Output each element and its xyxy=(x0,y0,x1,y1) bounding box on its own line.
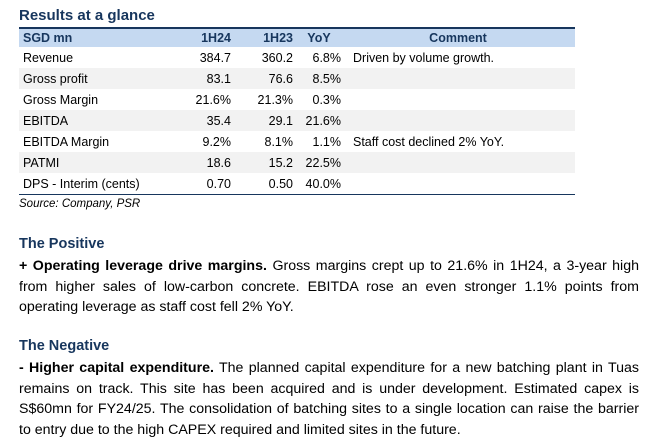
table-row: EBITDA Margin 9.2% 8.1% 1.1% Staff cost … xyxy=(19,131,575,152)
row-yoy: 0.3% xyxy=(312,92,342,107)
row-comment xyxy=(341,68,575,89)
row-metric: Gross Margin xyxy=(23,92,99,107)
row-1h23: 0.50 xyxy=(231,173,293,195)
row-comment xyxy=(341,89,575,110)
row-comment xyxy=(341,173,575,195)
table-header-row: SGD mn 1H24 1H23 YoY Comment xyxy=(19,29,575,47)
row-yoy: 22.5% xyxy=(305,155,341,170)
row-metric: Gross profit xyxy=(23,71,88,86)
positive-body: Gross margins crept up to 21.6% in 1H24,… xyxy=(19,258,639,315)
table-row: Gross profit 83.1 76.6 8.5% xyxy=(19,68,575,89)
row-1h23: 76.6 xyxy=(268,71,293,86)
row-1h24: 0.70 xyxy=(175,173,231,195)
col-header-metric: SGD mn xyxy=(23,31,73,45)
row-1h24: 18.6 xyxy=(206,155,231,170)
col-header-comment: Comment xyxy=(429,31,487,45)
table-source: Source: Company, PSR xyxy=(19,198,141,210)
row-metric: EBITDA xyxy=(23,113,69,128)
row-1h23: 29.1 xyxy=(268,113,293,128)
row-comment xyxy=(341,152,575,173)
negative-lead: - Higher capital expenditure. xyxy=(19,360,214,376)
row-yoy: 21.6% xyxy=(305,113,341,128)
results-table: SGD mn 1H24 1H23 YoY Comment Revenue 384… xyxy=(19,29,575,195)
row-comment: Driven by volume growth. xyxy=(353,50,495,65)
table-row: Gross Margin 21.6% 21.3% 0.3% xyxy=(19,89,575,110)
row-yoy: 6.8% xyxy=(312,50,342,65)
title-rule xyxy=(19,27,575,29)
row-1h24: 21.6% xyxy=(195,92,231,107)
row-1h23: 21.3% xyxy=(257,92,293,107)
row-yoy: 1.1% xyxy=(312,134,342,149)
row-comment: Staff cost declined 2% YoY. xyxy=(353,134,505,149)
row-metric: Revenue xyxy=(23,50,74,65)
col-header-yoy: YoY xyxy=(307,31,331,45)
col-header-1h23: 1H23 xyxy=(263,31,293,45)
row-1h23: 8.1% xyxy=(264,134,294,149)
negative-paragraph: - Higher capital expenditure. The planne… xyxy=(19,358,639,440)
row-1h23: 360.2 xyxy=(261,50,293,65)
row-1h24: 35.4 xyxy=(206,113,231,128)
row-metric: PATMI xyxy=(23,155,60,170)
col-header-1h24: 1H24 xyxy=(201,31,231,45)
row-comment xyxy=(341,110,575,131)
row-metric: DPS - Interim (cents) xyxy=(19,173,175,195)
table-row: Revenue 384.7 360.2 6.8% Driven by volum… xyxy=(19,47,575,68)
row-metric: EBITDA Margin xyxy=(23,134,110,149)
row-1h23: 15.2 xyxy=(268,155,293,170)
table-row: PATMI 18.6 15.2 22.5% xyxy=(19,152,575,173)
row-1h24: 9.2% xyxy=(202,134,232,149)
table-row: DPS - Interim (cents) 0.70 0.50 40.0% xyxy=(19,173,575,195)
negative-body: The planned capital expenditure for a ne… xyxy=(19,360,639,438)
row-1h24: 83.1 xyxy=(206,71,231,86)
negative-heading: The Negative xyxy=(19,338,110,354)
table-row: EBITDA 35.4 29.1 21.6% xyxy=(19,110,575,131)
row-yoy: 40.0% xyxy=(293,173,341,195)
positive-paragraph: + Operating leverage drive margins. Gros… xyxy=(19,256,639,318)
positive-heading: The Positive xyxy=(19,236,105,252)
results-title: Results at a glance xyxy=(19,7,155,24)
row-1h24: 384.7 xyxy=(199,50,231,65)
row-yoy: 8.5% xyxy=(312,71,342,86)
positive-lead: + Operating leverage drive margins. xyxy=(19,258,267,274)
